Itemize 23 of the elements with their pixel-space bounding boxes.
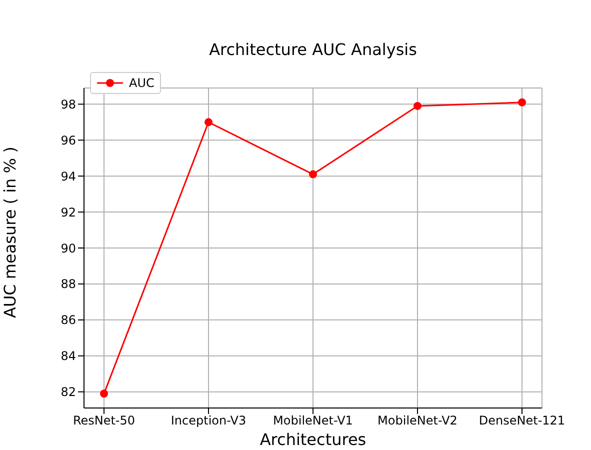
x-tick-label: MobileNet-V1 — [273, 414, 353, 428]
point — [414, 102, 422, 110]
y-tick-label: 88 — [60, 277, 76, 292]
chart-title: Architecture AUC Analysis — [208, 40, 418, 59]
point — [204, 118, 212, 126]
x-tick-label: Inception-V3 — [170, 414, 246, 428]
y-tick-label: 82 — [60, 385, 76, 400]
y-tick-label: 98 — [60, 97, 76, 112]
y-tick-label: 96 — [60, 133, 76, 148]
point — [309, 170, 317, 178]
point — [100, 390, 108, 398]
legend-label: AUC — [129, 76, 154, 90]
y-tick-label: 86 — [60, 313, 76, 328]
y-tick-label: 84 — [60, 349, 76, 364]
x-axis-title: Architectures — [260, 430, 366, 449]
y-tick-label: 92 — [60, 205, 76, 220]
point — [518, 98, 526, 106]
y-tick-label: 94 — [60, 169, 76, 184]
x-tick-label: DenseNet-121 — [478, 414, 566, 428]
x-tick-label: MobileNet-V2 — [378, 414, 458, 428]
x-tick-label: ResNet-50 — [72, 414, 136, 428]
y-tick-label: 90 — [60, 241, 76, 256]
y-axis-title: AUC measure ( in % ) — [0, 146, 20, 318]
